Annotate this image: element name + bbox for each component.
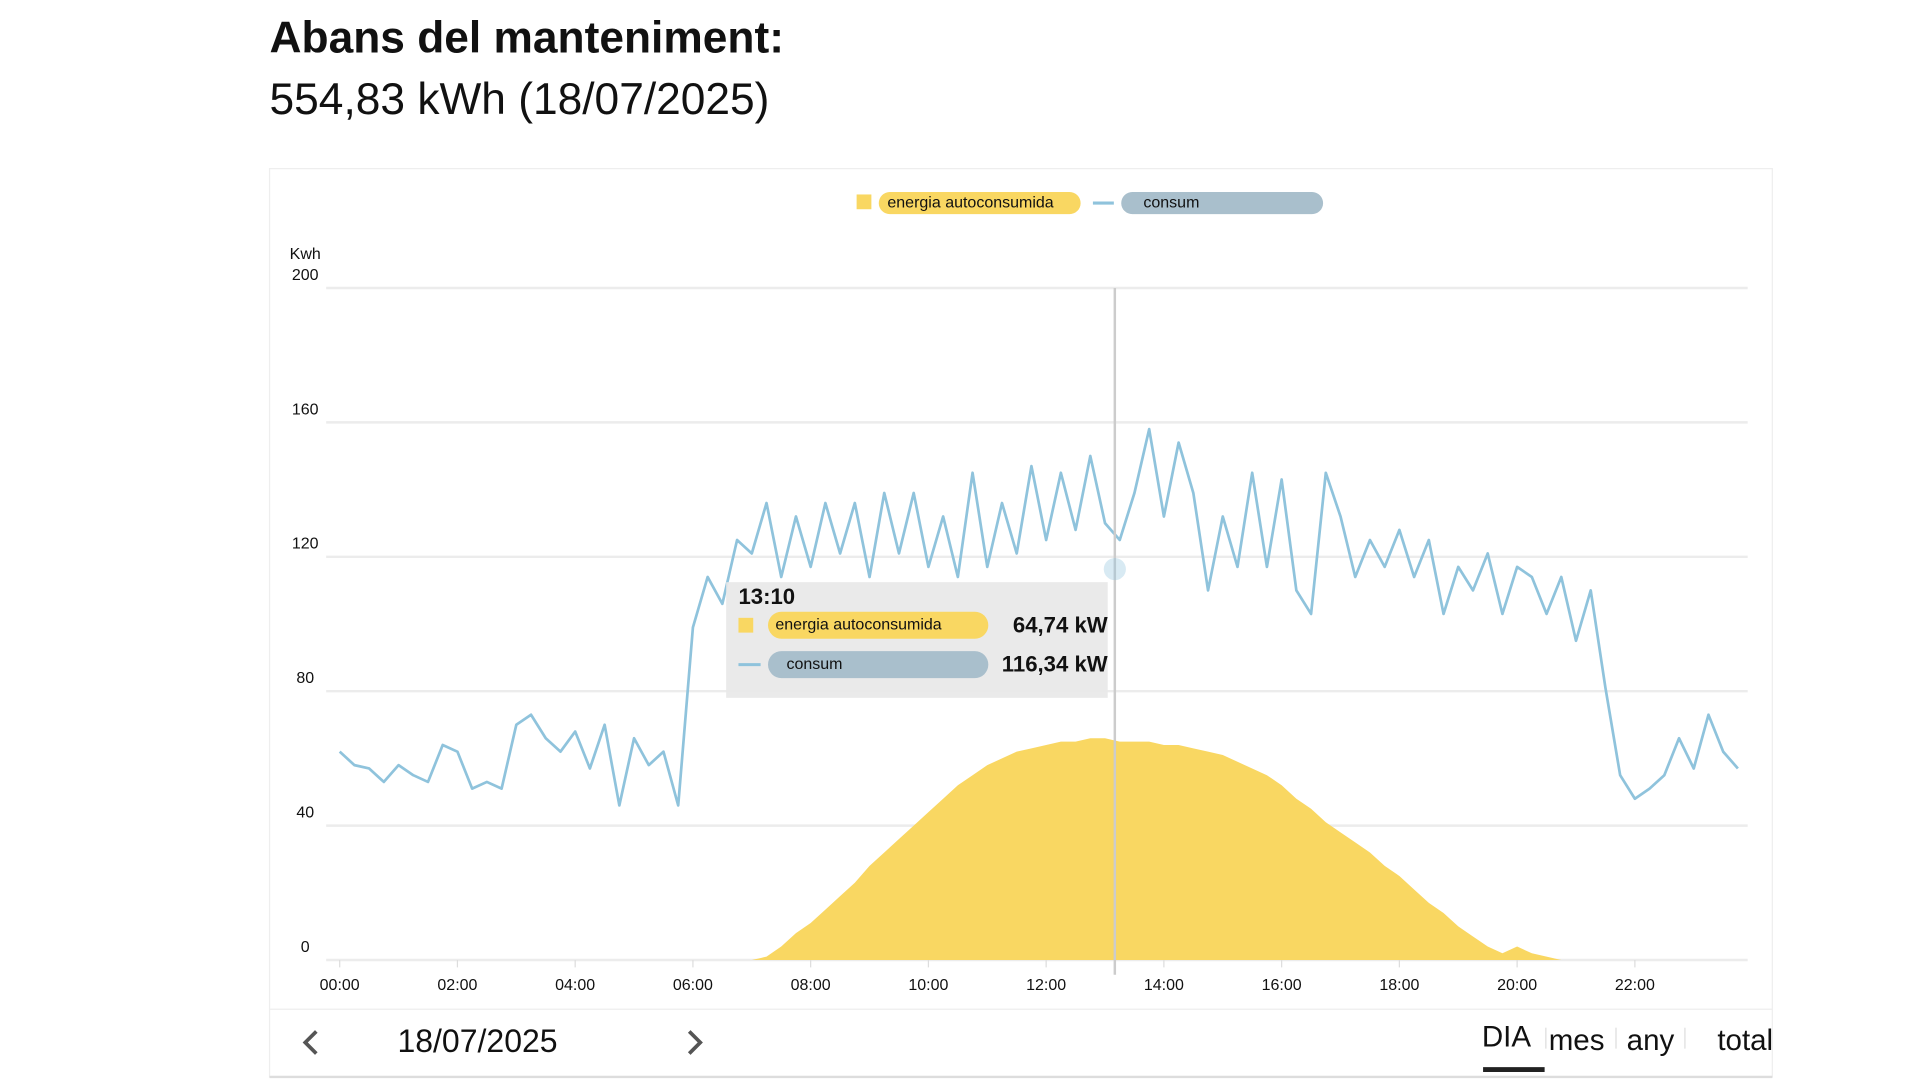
x-tick-label: 14:00 [1144, 977, 1184, 994]
next-arrow[interactable] [687, 1030, 703, 1055]
date-label: 18/07/2025 [397, 1023, 557, 1059]
page-title: Abans del manteniment: [270, 13, 784, 62]
x-tick-label: 20:00 [1497, 977, 1537, 994]
x-tick-label: 18:00 [1379, 977, 1419, 994]
y-tick-label: 0 [301, 939, 310, 956]
legend-pill [878, 192, 1081, 215]
range-tab[interactable]: mes [1549, 1024, 1605, 1057]
tooltip-swatch [738, 617, 754, 633]
tooltip-series: energia autoconsumida [775, 616, 941, 633]
y-axis-label: Kwh [290, 246, 321, 263]
y-tick-label: 160 [292, 401, 319, 418]
x-tick-label: 10:00 [908, 977, 948, 994]
legend-label[interactable]: consum [1143, 194, 1199, 211]
y-tick-label: 40 [296, 805, 314, 822]
x-tick-label: 04:00 [555, 977, 595, 994]
y-tick-label: 200 [292, 267, 319, 284]
tooltip-value: 116,34 kW [1002, 652, 1108, 677]
y-tick-label: 120 [292, 536, 319, 553]
legend-swatch [856, 194, 872, 210]
line [338, 427, 1739, 807]
y-tick-label: 80 [296, 670, 314, 687]
hover-point [1103, 558, 1126, 581]
tooltip-box [726, 582, 1108, 698]
x-tick-label: 08:00 [791, 977, 831, 994]
legend-pill [1121, 192, 1324, 215]
x-tick-label: 02:00 [437, 977, 477, 994]
tooltip-time: 13:10 [738, 584, 795, 609]
x-tick-label: 12:00 [1026, 977, 1066, 994]
prev-arrow[interactable] [302, 1030, 318, 1055]
tooltip-series: consum [786, 656, 842, 673]
tooltip-pill [768, 651, 989, 679]
tooltip-pill [768, 611, 989, 639]
range-tab[interactable]: any [1627, 1024, 1675, 1057]
x-tick-label: 22:00 [1615, 977, 1655, 994]
x-tick-label: 00:00 [320, 977, 360, 994]
page-subtitle: 554,83 kWh (18/07/2025) [270, 75, 770, 124]
range-tab[interactable]: DIA [1482, 1021, 1532, 1054]
area [339, 738, 1738, 960]
tooltip-value: 64,74 kW [1013, 612, 1108, 637]
x-tick-label: 16:00 [1262, 977, 1302, 994]
range-tab[interactable]: total [1717, 1024, 1773, 1057]
x-tick-label: 06:00 [673, 977, 713, 994]
legend-label[interactable]: energia autoconsumida [887, 194, 1053, 211]
